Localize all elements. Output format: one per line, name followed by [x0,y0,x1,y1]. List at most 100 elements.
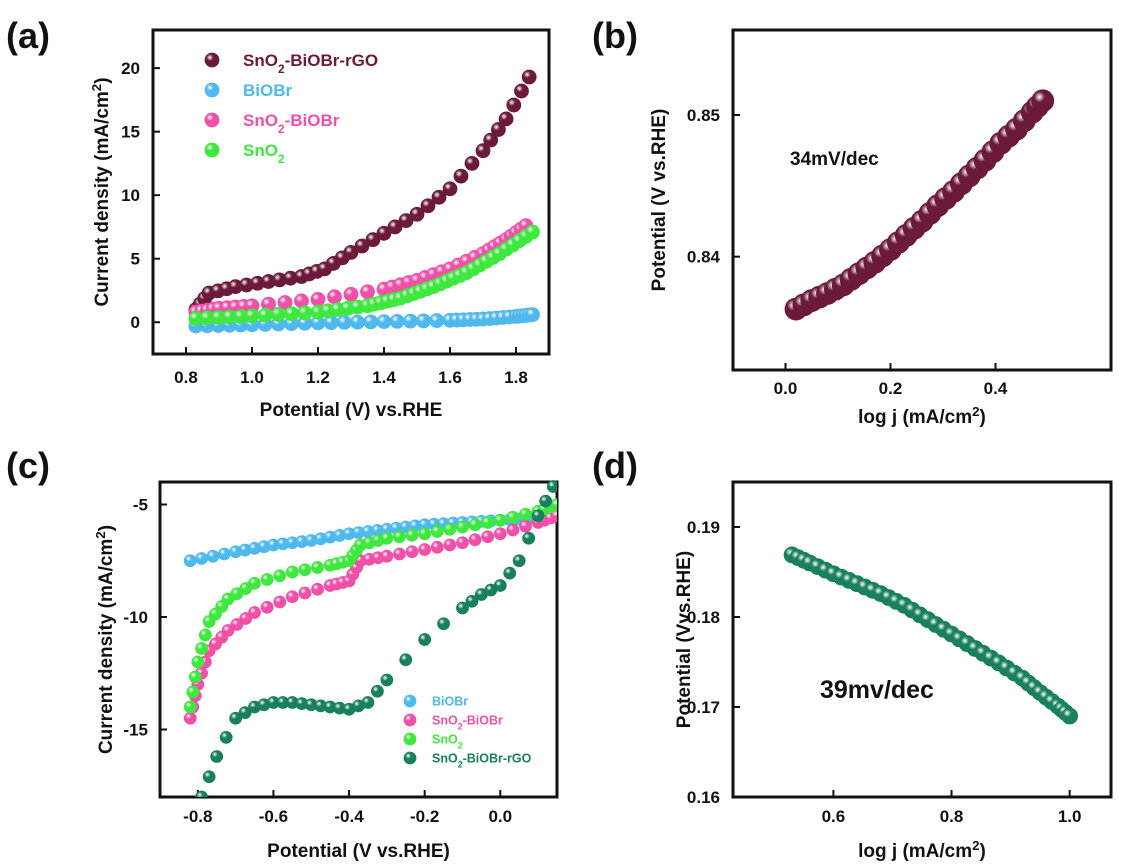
data-point [273,595,287,609]
data-point [506,97,522,113]
x-axis-title: log j (mA/cm2) [858,404,986,429]
data-point [217,547,231,561]
data-point [270,306,286,322]
data-point [298,563,312,577]
data-point [260,573,274,586]
x-tick-label: 0.8 [940,807,964,826]
data-point [405,528,419,542]
data-point [350,314,366,330]
chart-panel-c: -0.8 -0.6 -0.4 -0.2 0.0 -15 -10 -5 Potential (V … [93,480,559,862]
x-tick-label: 0.2 [879,379,903,398]
series-0 [188,69,537,317]
x-tick-label: -0.2 [410,807,439,826]
x-tick-label: 0.0 [774,379,798,398]
legend-label: SnO2-BiOBr [432,713,503,731]
data-point [195,642,208,655]
data-point [521,69,537,85]
x-tick-label: -0.8 [183,807,212,826]
series-2 [183,498,557,714]
data-point [546,480,557,493]
data-point [506,510,520,524]
data-point [297,305,313,321]
x-tick-label: 1.4 [372,368,396,387]
data-point [376,314,392,330]
data-point [389,313,405,329]
data-point [380,549,394,563]
data-point [398,213,414,228]
legend-marker [204,82,220,98]
data-points [183,480,557,797]
x-tick-label: 0.0 [488,807,512,826]
plot-frame [158,480,559,799]
legend-marker [403,694,417,708]
data-point [202,770,216,784]
data-point [525,307,540,323]
data-point [456,520,469,534]
data-point [343,286,359,302]
data-points [783,546,1079,725]
y-axis-title: Potential (V vs.RHE) [649,109,670,292]
data-point [512,554,526,568]
legend: SnO2-BiOBr-rGO BiOBr SnO2-BiOBr SnO2 [204,51,378,166]
data-point [183,711,197,725]
data-point [456,601,469,615]
data-point [327,289,342,305]
data-point [229,711,243,725]
panel-label-b: (b) [592,15,638,56]
legend-label: BiOBr [243,81,293,100]
slope-annotation: 39mv/dec [820,676,934,704]
data-point [550,498,557,511]
data-point [465,594,479,608]
data-point [522,531,536,545]
data-point [195,790,208,797]
data-point [416,313,432,329]
data-point [273,569,287,583]
y-tick-label: -10 [123,608,148,627]
data-point [498,111,514,127]
x-tick-label: -0.4 [334,807,364,826]
series-3 [188,224,540,326]
data-point [360,284,375,300]
panel-label-a: (a) [6,15,50,56]
data-point [468,533,482,547]
data-point [519,507,532,521]
legend-label: SnO2-BiOBr [243,111,340,136]
data-point [248,576,261,590]
data-point [481,530,495,544]
plot-frame [731,28,1113,372]
data-point [257,307,273,323]
data-point [380,673,394,687]
x-tick-label: 1.0 [240,368,264,387]
legend-marker [204,142,220,158]
data-point [221,624,235,637]
data-point [539,494,553,508]
legend-marker [403,751,417,765]
data-point [380,531,394,545]
legend-marker [403,713,417,727]
plot-frame [731,480,1113,799]
y-axis-title: Current density (mA/cm2) [89,77,114,306]
data-point [420,198,436,214]
y-tick-label: 0.17 [687,698,720,717]
data-point [418,527,432,541]
data-point [239,612,253,625]
y-tick-label: -5 [133,496,148,515]
plot-frame [151,28,551,356]
x-tick-label: 1.2 [306,368,330,387]
y-tick-label: 0.19 [687,518,720,537]
x-tick-label: 0.6 [822,807,846,826]
data-point [183,554,197,568]
series-0 [783,546,1079,725]
data-point [310,291,326,307]
data-point [493,527,507,541]
chart-panel-d: 0.6 0.8 1.0 0.16 0.17 0.18 0.19 log j (mA/cm2) P… [674,480,1113,862]
data-point [418,543,432,556]
data-point [456,536,469,550]
data-point [206,549,220,563]
y-tick-label: 20 [121,59,140,78]
data-point [376,225,392,241]
data-point [248,606,261,619]
legend-marker [403,732,417,746]
data-point [285,590,299,604]
